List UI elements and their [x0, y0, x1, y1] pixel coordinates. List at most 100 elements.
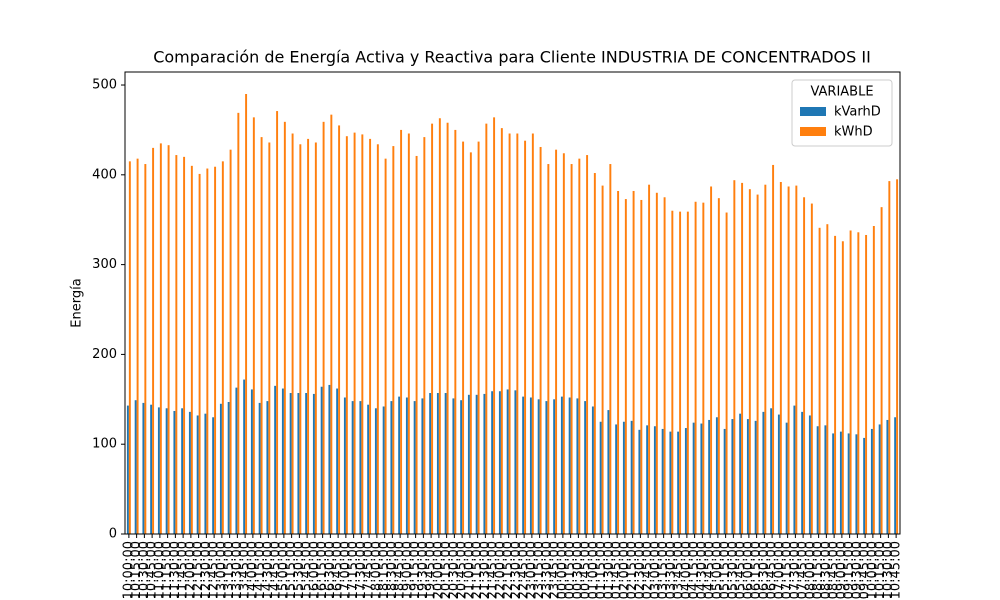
bar	[508, 133, 511, 535]
bar	[126, 405, 129, 534]
bar	[756, 194, 759, 535]
bar	[824, 425, 827, 534]
x-tick-label: 21:00:00	[462, 541, 477, 599]
bar	[485, 123, 488, 534]
x-tick-label: 21:30:00	[478, 541, 493, 599]
bar	[553, 399, 556, 534]
legend-title: VARIABLE	[810, 85, 873, 100]
x-tick-label: 10:15:00	[873, 541, 888, 599]
bar	[708, 419, 711, 534]
bar	[128, 161, 131, 535]
bar	[212, 417, 215, 534]
bar	[841, 241, 844, 534]
bar	[857, 232, 860, 535]
x-tick-label: 02:00:00	[617, 541, 632, 599]
bar	[462, 141, 465, 534]
bar	[717, 198, 720, 534]
bar	[770, 408, 773, 534]
y-axis-label: Energía	[70, 278, 85, 327]
bar	[467, 394, 470, 534]
x-tick-label: 06:30:00	[757, 541, 772, 599]
x-tick-label: 09:15:00	[842, 541, 857, 599]
bar	[405, 397, 408, 534]
bar	[237, 112, 240, 534]
bar	[646, 425, 649, 534]
bar	[593, 173, 596, 535]
x-tick-label: 00:15:00	[563, 541, 578, 599]
x-tick-label: 01:30:00	[602, 541, 617, 599]
bar	[506, 389, 509, 534]
bar	[648, 184, 651, 534]
bar	[250, 389, 253, 534]
x-tick-label: 08:45:00	[827, 541, 842, 599]
bar	[243, 379, 246, 534]
x-tick-label: 16:30:00	[323, 541, 338, 599]
legend-label: kVarhD	[834, 105, 881, 120]
bar	[863, 437, 866, 534]
bar	[268, 142, 271, 534]
bar	[491, 391, 494, 534]
bar	[444, 393, 447, 534]
bar	[289, 393, 292, 534]
x-tick-label: 14:45:00	[269, 541, 284, 599]
bar	[431, 123, 434, 534]
bar	[870, 428, 873, 534]
bar	[622, 421, 625, 534]
x-tick-label: 13:30:00	[230, 541, 245, 599]
bar	[235, 387, 238, 534]
bar	[803, 197, 806, 534]
bar	[599, 421, 602, 534]
bar	[772, 164, 775, 534]
bar	[694, 201, 697, 534]
bar	[415, 155, 418, 535]
bar	[617, 190, 620, 534]
x-tick-label: 02:15:00	[625, 541, 640, 599]
bar	[159, 143, 162, 534]
bar	[400, 129, 403, 534]
x-tick-label: 10:00:00	[865, 541, 880, 599]
bar	[576, 398, 579, 534]
bar	[638, 429, 641, 534]
bar	[392, 146, 395, 534]
bar	[894, 417, 897, 534]
bar	[615, 424, 618, 534]
bar	[555, 149, 558, 534]
x-tick-label: 02:30:00	[633, 541, 648, 599]
bar	[291, 133, 294, 535]
x-tick-label: 12:15:00	[191, 541, 206, 599]
x-tick-label: 15:45:00	[300, 541, 315, 599]
legend-swatch	[800, 127, 826, 136]
bar	[630, 420, 633, 534]
bar	[196, 415, 199, 534]
bar	[460, 400, 463, 534]
x-tick-label: 22:00:00	[493, 541, 508, 599]
bar	[568, 397, 571, 534]
bar	[777, 414, 780, 534]
x-tick-label: 04:45:00	[703, 541, 718, 599]
x-tick-label: 03:45:00	[672, 541, 687, 599]
bar	[653, 426, 656, 534]
bar	[305, 393, 308, 534]
bar	[865, 234, 868, 534]
bar	[531, 133, 534, 535]
bar	[655, 192, 658, 534]
x-tick-label: 19:45:00	[424, 541, 439, 599]
bar	[307, 138, 310, 535]
bar	[539, 146, 542, 534]
bar	[165, 408, 168, 534]
bar	[421, 398, 424, 534]
bar	[320, 386, 323, 534]
bar	[710, 186, 713, 534]
bar	[808, 415, 811, 534]
y-tick-label: 500	[92, 78, 117, 93]
x-tick-label: 08:15:00	[811, 541, 826, 599]
x-tick-label: 05:15:00	[718, 541, 733, 599]
x-tick-label: 06:00:00	[741, 541, 756, 599]
bar	[671, 210, 674, 535]
x-tick-label: 07:00:00	[772, 541, 787, 599]
bar	[144, 164, 147, 534]
bar	[198, 173, 201, 534]
bar	[328, 384, 331, 534]
bar	[322, 121, 325, 534]
bar	[351, 401, 354, 534]
